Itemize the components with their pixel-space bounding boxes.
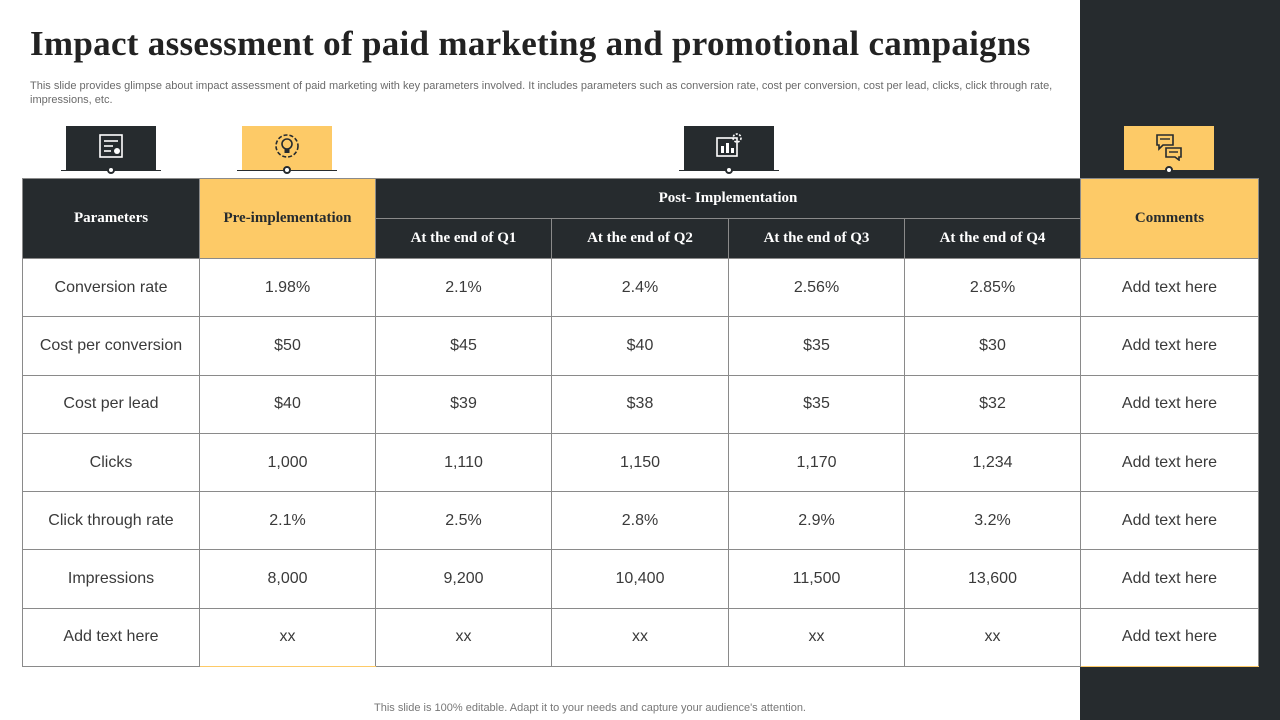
q1-value-cell: 2.1% <box>375 257 552 318</box>
comment-cell: Add text here <box>1080 316 1259 376</box>
q3-value-cell: $35 <box>728 316 905 376</box>
table-row: Impressions 8,000 9,200 10,400 11,500 13… <box>22 549 1259 609</box>
q2-value-cell: xx <box>551 607 729 668</box>
comment-cell: Add text here <box>1080 491 1259 551</box>
comment-cell: Add text here <box>1080 257 1259 318</box>
q4-value-cell: 3.2% <box>904 491 1081 551</box>
parameter-cell: Click through rate <box>22 491 200 551</box>
q1-value-cell: $45 <box>375 316 552 376</box>
header-q4: At the end of Q4 <box>904 218 1081 259</box>
pre-value-cell: 1.98% <box>199 257 376 318</box>
q1-value-cell: 9,200 <box>375 549 552 609</box>
q3-value-cell: 11,500 <box>728 549 905 609</box>
parameter-cell: Add text here <box>22 607 200 668</box>
q4-value-cell: $30 <box>904 316 1081 376</box>
header-parameters: Parameters <box>22 178 200 259</box>
comment-cell: Add text here <box>1080 607 1259 668</box>
q4-value-cell: xx <box>904 607 1081 668</box>
q3-value-cell: 2.56% <box>728 257 905 318</box>
parameter-cell: Conversion rate <box>22 257 200 318</box>
parameter-cell: Clicks <box>22 432 200 493</box>
q2-value-cell: $40 <box>551 316 729 376</box>
comment-cell: Add text here <box>1080 432 1259 493</box>
header-comments: Comments <box>1080 178 1259 259</box>
pre-implementation-icon-tab <box>242 126 332 170</box>
slide-subtitle: This slide provides glimpse about impact… <box>30 80 1053 106</box>
q2-value-cell: $38 <box>551 374 729 434</box>
table-row: Cost per conversion $50 $45 $40 $35 $30 … <box>22 316 1259 376</box>
header-pre-implementation: Pre-implementation <box>199 178 376 259</box>
parameters-icon-tab <box>66 126 156 170</box>
dashboard-gear-icon <box>714 131 744 166</box>
q4-value-cell: 13,600 <box>904 549 1081 609</box>
footer-text: This slide is 100% editable. Adapt it to… <box>374 702 806 714</box>
post-implementation-icon-tab <box>684 126 774 170</box>
pre-value-cell: 8,000 <box>199 549 376 609</box>
comment-cell: Add text here <box>1080 549 1259 609</box>
comments-icon-dot <box>1165 166 1173 174</box>
settings-document-icon <box>97 132 125 165</box>
q2-value-cell: 1,150 <box>551 432 729 493</box>
comment-cell: Add text here <box>1080 374 1259 434</box>
q2-value-cell: 2.8% <box>551 491 729 551</box>
parameter-cell: Cost per conversion <box>22 316 200 376</box>
q1-value-cell: 2.5% <box>375 491 552 551</box>
q4-value-cell: 1,234 <box>904 432 1081 493</box>
q1-value-cell: $39 <box>375 374 552 434</box>
pre-icon-dot <box>283 166 291 174</box>
q1-value-cell: xx <box>375 607 552 668</box>
parameter-cell: Cost per lead <box>22 374 200 434</box>
q2-value-cell: 2.4% <box>551 257 729 318</box>
q3-value-cell: $35 <box>728 374 905 434</box>
post-icon-dot <box>725 166 733 174</box>
table-row: Add text here xx xx xx xx xx Add text he… <box>22 607 1259 668</box>
pre-value-cell: 2.1% <box>199 491 376 551</box>
pre-value-cell: xx <box>199 607 376 668</box>
header-q3: At the end of Q3 <box>728 218 905 259</box>
footer-note: This slide is 100% editable. Adapt it to… <box>0 702 1280 714</box>
q4-value-cell: $32 <box>904 374 1081 434</box>
table-row: Click through rate 2.1% 2.5% 2.8% 2.9% 3… <box>22 491 1259 551</box>
table-row: Clicks 1,000 1,110 1,150 1,170 1,234 Add… <box>22 432 1259 493</box>
q2-value-cell: 10,400 <box>551 549 729 609</box>
pre-value-cell: 1,000 <box>199 432 376 493</box>
parameters-icon-dot <box>107 166 115 174</box>
idea-bulb-gear-icon <box>272 131 302 166</box>
parameter-cell: Impressions <box>22 549 200 609</box>
pre-value-cell: $50 <box>199 316 376 376</box>
slide-title: Impact assessment of paid marketing and … <box>30 24 1031 63</box>
q3-value-cell: xx <box>728 607 905 668</box>
q4-value-cell: 2.85% <box>904 257 1081 318</box>
q1-value-cell: 1,110 <box>375 432 552 493</box>
impact-assessment-table: Parameters Pre-implementation Post- Impl… <box>22 178 1259 668</box>
header-q1: At the end of Q1 <box>375 218 552 259</box>
q3-value-cell: 1,170 <box>728 432 905 493</box>
header-q2: At the end of Q2 <box>551 218 729 259</box>
header-post-implementation: Post- Implementation <box>375 178 1081 219</box>
chat-bubbles-icon <box>1154 131 1184 166</box>
table-row: Cost per lead $40 $39 $38 $35 $32 Add te… <box>22 374 1259 434</box>
q3-value-cell: 2.9% <box>728 491 905 551</box>
comments-icon-tab <box>1124 126 1214 170</box>
table-row: Conversion rate 1.98% 2.1% 2.4% 2.56% 2.… <box>22 257 1259 318</box>
pre-value-cell: $40 <box>199 374 376 434</box>
